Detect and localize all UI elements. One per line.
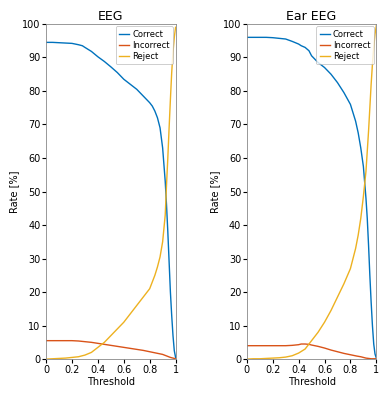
X-axis label: Threshold: Threshold [288, 377, 336, 387]
Y-axis label: Rate [%]: Rate [%] [210, 170, 220, 213]
X-axis label: Threshold: Threshold [87, 377, 135, 387]
Title: Ear EEG: Ear EEG [286, 10, 337, 23]
Title: EEG: EEG [98, 10, 124, 23]
Y-axis label: Rate [%]: Rate [%] [9, 170, 19, 213]
Legend: Correct, Incorrect, Reject: Correct, Incorrect, Reject [116, 26, 173, 64]
Legend: Correct, Incorrect, Reject: Correct, Incorrect, Reject [316, 26, 374, 64]
